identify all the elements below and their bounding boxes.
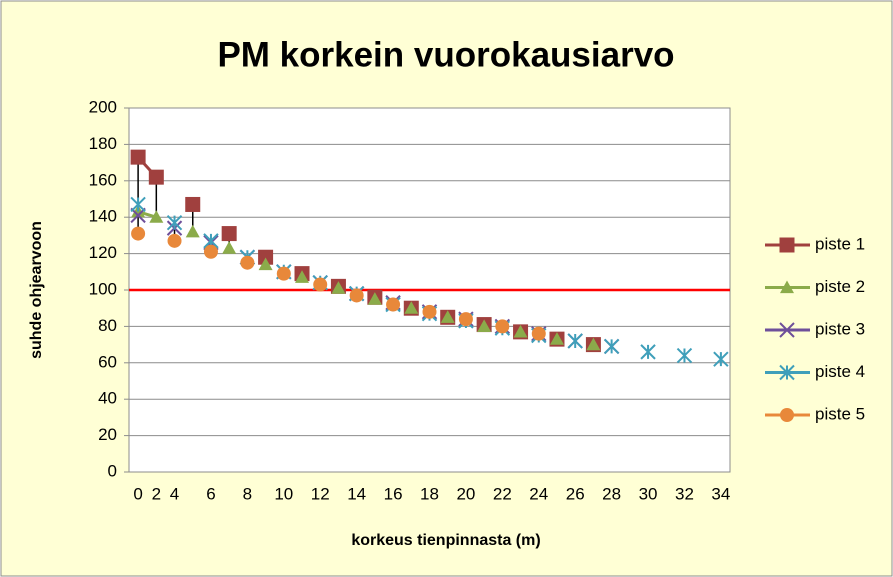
y-tick-label: 40 [98,389,117,408]
marker [222,241,237,254]
x-tick-label: 26 [566,484,585,503]
marker [258,257,273,271]
marker [676,347,693,364]
x-tick-label: 0 [133,484,142,503]
marker [386,297,401,312]
marker [166,214,183,231]
x-tick-label: 22 [493,484,512,503]
x-tick-label: 20 [456,484,475,503]
marker [422,304,437,319]
y-tick-label: 0 [108,461,117,480]
marker [477,319,492,332]
y-tick-label: 140 [89,207,117,226]
y-tick-label: 20 [98,425,117,444]
y-tick-label: 120 [89,243,117,262]
x-tick-label: 10 [274,484,293,503]
y-axis-title: suhde ohjearvoon [28,221,45,359]
marker [780,408,794,422]
marker [549,332,564,345]
marker [203,244,218,259]
legend-label: piste 5 [815,404,865,423]
x-tick-label: 8 [243,484,252,503]
x-tick-label: 28 [602,484,621,503]
x-tick-label: 14 [347,484,366,503]
x-tick-label: 2 [152,484,161,503]
marker [513,324,528,338]
x-tick-label: 32 [675,484,694,503]
marker [130,207,146,224]
marker [531,326,546,341]
y-tick-label: 160 [89,170,117,189]
marker [404,301,419,314]
marker [167,233,182,248]
marker [713,351,729,367]
legend-label: piste 1 [815,234,865,253]
x-tick-label: 12 [311,484,330,503]
marker [185,196,201,212]
marker [458,312,473,327]
x-tick-label: 16 [384,484,403,503]
legend-label: piste 3 [815,319,865,338]
chart-title: PM korkein vuorokausiarvo [217,35,674,74]
x-tick-label: 6 [206,484,215,503]
marker [780,280,794,294]
marker [221,226,237,242]
marker [130,196,146,213]
legend-label: piste 2 [815,277,865,296]
marker [185,224,200,238]
marker [130,149,146,165]
marker [295,270,310,283]
x-tick-label: 18 [420,484,439,503]
marker [349,288,364,303]
marker [313,277,328,292]
y-tick-label: 80 [98,316,117,335]
marker [779,364,795,381]
marker [131,226,146,241]
marker [148,169,164,185]
x-tick-label: 24 [529,484,548,503]
y-tick-label: 60 [98,352,117,371]
marker [640,344,656,360]
marker [779,322,795,338]
y-tick-label: 180 [89,134,117,153]
marker [149,210,164,223]
legend-label: piste 4 [815,362,865,381]
marker [603,338,620,355]
x-tick-label: 30 [639,484,658,503]
marker [440,310,455,323]
y-tick-label: 200 [89,97,117,116]
marker [779,237,795,253]
x-axis-title: korkeus tienpinnasta (m) [351,532,540,549]
marker [586,337,601,351]
y-tick-label: 100 [89,279,117,298]
x-tick-label: 34 [711,484,730,503]
marker [495,319,510,334]
x-tick-label: 4 [170,484,179,503]
marker [567,333,583,349]
marker [331,281,346,294]
marker [240,255,255,270]
marker [367,292,382,305]
marker [276,266,291,281]
